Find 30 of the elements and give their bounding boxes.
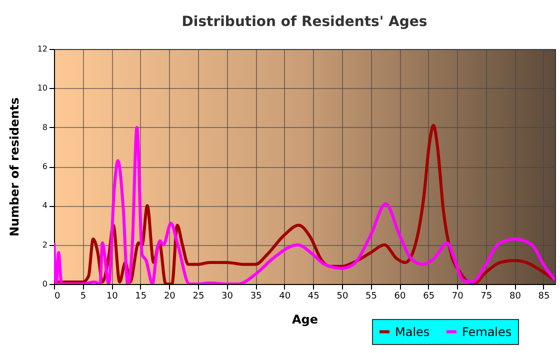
x-tick-label: 25	[192, 292, 204, 302]
x-tick-label: 75	[480, 292, 492, 302]
x-tick-label: 10	[106, 292, 118, 302]
x-tick-label: 65	[423, 292, 435, 302]
y-tick-label: 10	[37, 84, 48, 93]
x-tick-label: 85	[538, 292, 550, 302]
y-tick-label: 2	[42, 240, 48, 250]
x-axis-title: Age	[292, 312, 318, 326]
x-tick-label: 80	[509, 292, 522, 302]
y-tick-label: 8	[42, 122, 48, 132]
x-tick-label: 55	[366, 292, 377, 302]
y-tick-label: 6	[42, 162, 48, 171]
x-tick-label: 30	[222, 292, 234, 302]
x-tick-label: 40	[279, 292, 291, 302]
x-tick-label: 45	[308, 292, 320, 302]
legend-label: Males	[395, 324, 430, 339]
x-tick-label: 35	[250, 292, 262, 302]
x-tick-label: 20	[164, 292, 176, 302]
y-tick-label: 4	[42, 201, 48, 210]
x-tick-label: 5	[80, 292, 86, 302]
x-tick-label: 60	[394, 292, 406, 302]
legend-label: Females	[462, 324, 512, 339]
y-tick-label: 12	[37, 44, 48, 54]
x-tick-label: 0	[54, 292, 60, 302]
y-tick-label: 0	[42, 280, 48, 288]
y-axis-title: Number of residents	[7, 97, 22, 237]
x-tick-label: 70	[452, 292, 464, 302]
chart-title: Distribution of Residents' Ages	[182, 14, 428, 30]
x-tick-label: 50	[336, 292, 348, 302]
x-tick-label: 15	[135, 292, 147, 302]
